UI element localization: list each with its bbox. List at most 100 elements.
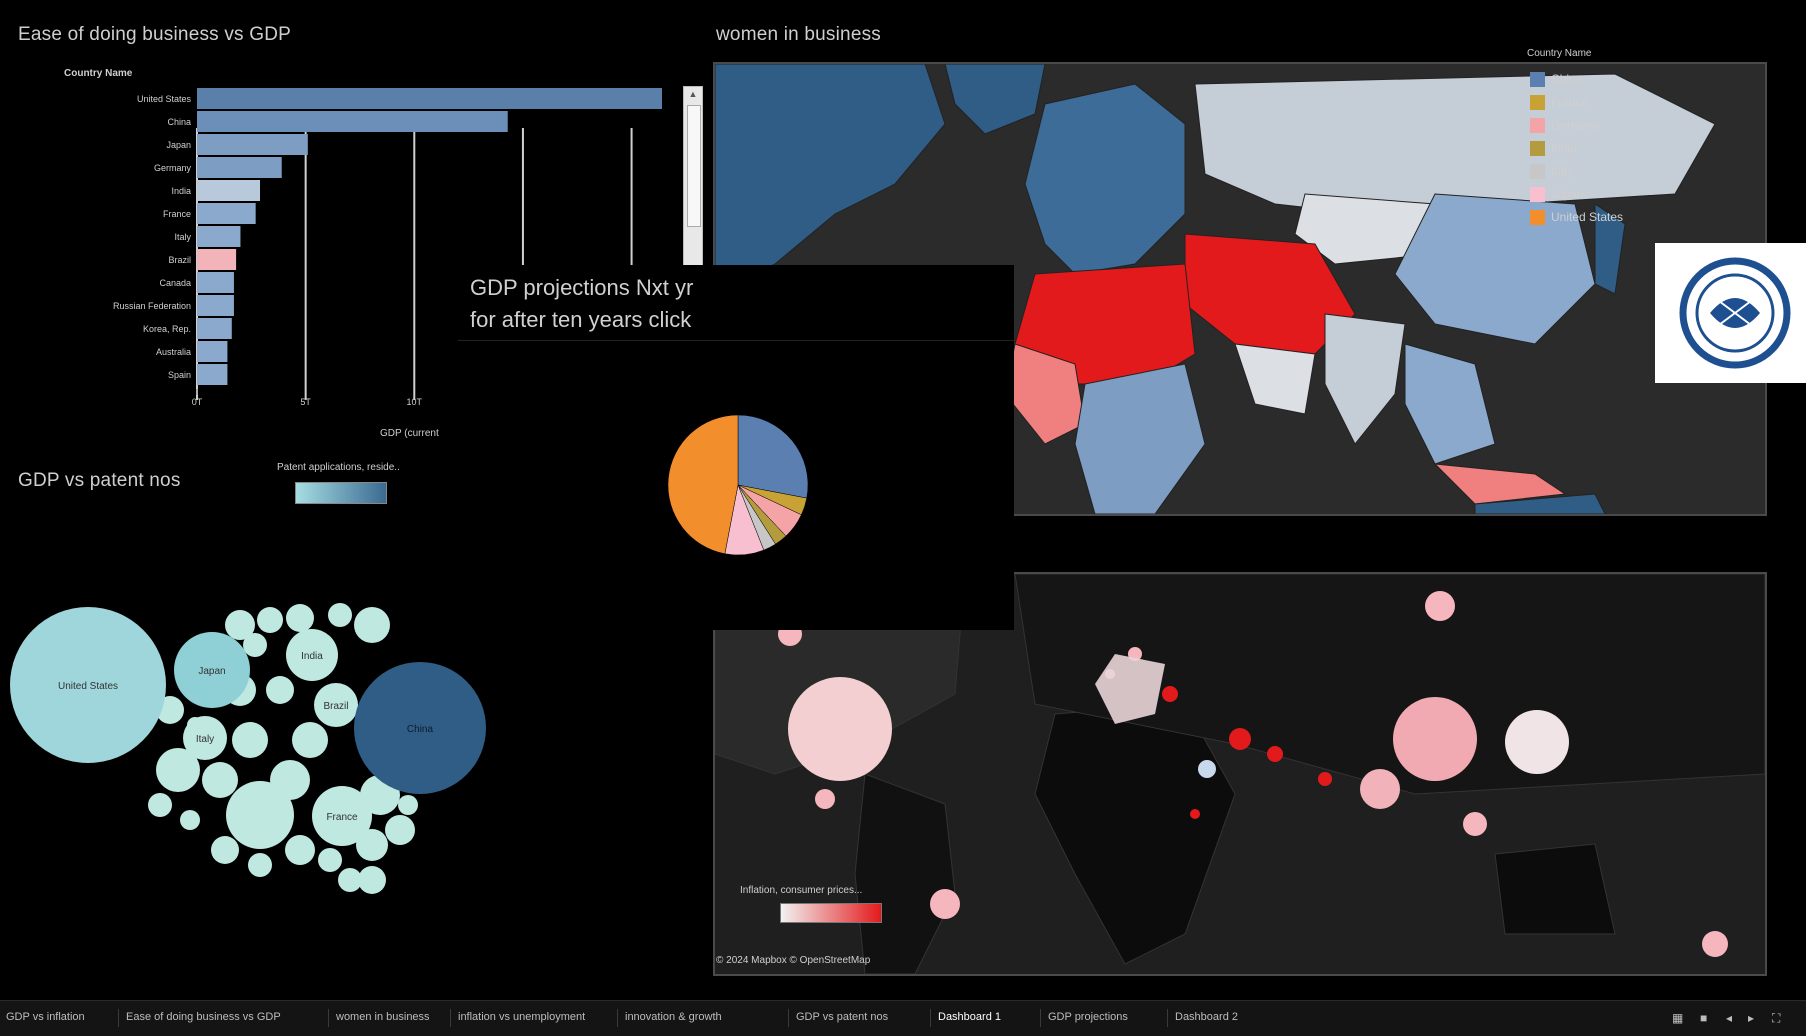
legend-swatch bbox=[1530, 141, 1545, 157]
gdp-projections-panel[interactable]: GDP projections Nxt yr for after ten yea… bbox=[458, 265, 1014, 630]
pie-slice-united-states[interactable] bbox=[667, 414, 739, 555]
bubble-label-brazil: Brazil bbox=[323, 701, 348, 712]
bubble-united-states[interactable] bbox=[10, 607, 166, 763]
bubble-label-india: India bbox=[301, 651, 323, 662]
inflation-legend-gradient bbox=[780, 903, 882, 923]
bar-india[interactable] bbox=[197, 180, 261, 201]
prev-sheet-icon[interactable]: ◂ bbox=[1726, 1011, 1733, 1025]
bubble[interactable] bbox=[356, 829, 388, 861]
legend-item-china[interactable]: China bbox=[1530, 72, 1582, 88]
gdp-pie-chart bbox=[667, 414, 809, 556]
bubble[interactable] bbox=[285, 835, 315, 865]
bar-header[interactable]: Country Name bbox=[64, 68, 133, 79]
bubble[interactable] bbox=[148, 793, 172, 817]
bubble[interactable] bbox=[202, 762, 238, 798]
tab-ease-of-doing-business-vs-gdp[interactable]: Ease of doing business vs GDP bbox=[126, 1011, 281, 1023]
legend-label: Italy bbox=[1551, 164, 1574, 178]
bubble[interactable] bbox=[243, 633, 267, 657]
legend-item-india[interactable]: India bbox=[1530, 141, 1577, 157]
bubble[interactable] bbox=[398, 795, 418, 815]
legend-label: France bbox=[1551, 95, 1589, 109]
bubble[interactable] bbox=[318, 848, 342, 872]
tab-gdp-projections[interactable]: GDP projections bbox=[1048, 1011, 1128, 1023]
scroll-up-icon[interactable]: ▲ bbox=[688, 89, 698, 99]
legend-swatch bbox=[1530, 187, 1545, 203]
next-sheet-icon[interactable]: ▸ bbox=[1748, 1011, 1755, 1025]
tab-gdp-vs-patent-nos[interactable]: GDP vs patent nos bbox=[796, 1011, 889, 1023]
bubble[interactable] bbox=[266, 676, 294, 704]
bubble[interactable] bbox=[292, 722, 328, 758]
legend-item-france[interactable]: France bbox=[1530, 95, 1589, 111]
bubble[interactable] bbox=[248, 853, 272, 877]
bar-korea-rep-[interactable] bbox=[197, 318, 232, 339]
bar-canada[interactable] bbox=[197, 272, 234, 293]
legend-item-united-states[interactable]: United States bbox=[1530, 210, 1623, 226]
tab-separator bbox=[617, 1009, 618, 1027]
scroll-thumb[interactable] bbox=[687, 105, 701, 227]
ease-title: Ease of doing business vs GDP bbox=[18, 24, 291, 45]
bar-united-states[interactable] bbox=[197, 88, 662, 109]
bubble[interactable] bbox=[354, 607, 390, 643]
bubble-france[interactable] bbox=[312, 786, 372, 846]
bar-china[interactable] bbox=[197, 111, 508, 132]
bar-france[interactable] bbox=[197, 203, 256, 224]
grid-view-icon[interactable]: ▦ bbox=[1672, 1011, 1684, 1025]
bubble-italy[interactable] bbox=[183, 716, 227, 760]
present-icon[interactable]: ⛶ bbox=[1772, 1011, 1781, 1025]
imf-logo bbox=[1655, 243, 1806, 383]
bar-japan[interactable] bbox=[197, 134, 308, 155]
legend-item-japan[interactable]: Japan bbox=[1530, 187, 1584, 203]
bubble[interactable] bbox=[180, 810, 200, 830]
legend-label: Japan bbox=[1551, 187, 1584, 201]
sheet-tab-bar: ▦ ■ ◂ ▸ ⛶ GDP vs inflation Ease of doing … bbox=[0, 1000, 1806, 1036]
bubble[interactable] bbox=[225, 610, 255, 640]
sheet-view-icon[interactable]: ■ bbox=[1700, 1011, 1708, 1025]
bar-russian-federation[interactable] bbox=[197, 295, 234, 316]
bubble[interactable] bbox=[232, 722, 268, 758]
bar-brazil[interactable] bbox=[197, 249, 237, 270]
bubble-label-france: France bbox=[326, 812, 358, 823]
gdp-proj-title-line1: GDP projections Nxt yr bbox=[470, 275, 694, 300]
women-title: women in business bbox=[716, 24, 881, 45]
legend-item-italy[interactable]: Italy bbox=[1530, 164, 1574, 180]
bar-label: Australia bbox=[156, 347, 191, 357]
tab-women-in-business[interactable]: women in business bbox=[336, 1011, 430, 1023]
legend-item-germany[interactable]: Germany bbox=[1530, 118, 1600, 134]
bubble[interactable] bbox=[286, 604, 314, 632]
tab-separator bbox=[788, 1009, 789, 1027]
bar-label: Russian Federation bbox=[113, 301, 191, 311]
bubble[interactable] bbox=[328, 603, 352, 627]
tab-separator bbox=[328, 1009, 329, 1027]
patent-legend-gradient bbox=[295, 482, 387, 504]
tab-dashboard-2[interactable]: Dashboard 2 bbox=[1175, 1011, 1238, 1023]
bar-xlabel: GDP (current bbox=[380, 428, 439, 439]
bubble-japan[interactable] bbox=[174, 632, 250, 708]
bar-spain[interactable] bbox=[197, 364, 228, 385]
tab-gdp-vs-inflation[interactable]: GDP vs inflation bbox=[6, 1011, 85, 1023]
bubble[interactable] bbox=[338, 868, 362, 892]
bubble[interactable] bbox=[156, 748, 200, 792]
bubble[interactable] bbox=[257, 607, 283, 633]
pie-slice-china[interactable] bbox=[737, 414, 809, 499]
bar-label: Brazil bbox=[168, 255, 191, 265]
bubble-india[interactable] bbox=[286, 629, 338, 681]
bubble[interactable] bbox=[385, 815, 415, 845]
bar-tick-label: 10T bbox=[407, 397, 423, 407]
tab-inflation-vs-unemployment[interactable]: inflation vs unemployment bbox=[458, 1011, 586, 1023]
tab-dashboard-1[interactable]: Dashboard 1 bbox=[938, 1011, 1001, 1023]
bubble-label-china: China bbox=[407, 724, 434, 735]
bubble-china[interactable] bbox=[354, 662, 486, 794]
bubble[interactable] bbox=[226, 781, 294, 849]
legend-swatch bbox=[1530, 72, 1545, 88]
gdp-patent-title: GDP vs patent nos bbox=[18, 470, 181, 491]
tab-innovation-growth[interactable]: innovation & growth bbox=[625, 1011, 722, 1023]
bar-australia[interactable] bbox=[197, 341, 228, 362]
women-legend-title: Country Name bbox=[1527, 48, 1592, 59]
bubble[interactable] bbox=[211, 836, 239, 864]
bubble[interactable] bbox=[358, 866, 386, 894]
gdp-proj-title-line2[interactable]: for after ten years click bbox=[470, 307, 692, 332]
bar-italy[interactable] bbox=[197, 226, 241, 247]
legend-swatch bbox=[1530, 210, 1545, 226]
bar-germany[interactable] bbox=[197, 157, 282, 178]
bubble-brazil[interactable] bbox=[314, 683, 358, 727]
